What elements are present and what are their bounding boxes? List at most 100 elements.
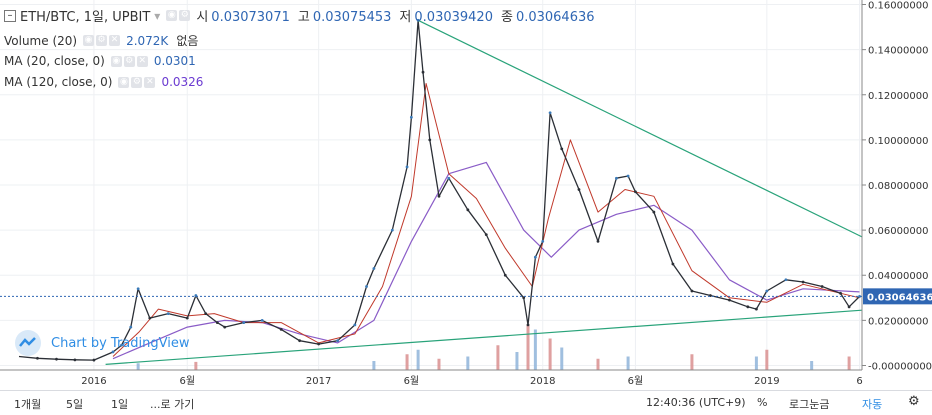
ma20-controls[interactable]: ◉ ⚙ ✕ (110, 55, 148, 67)
y-tick-label: 0.14000000 (868, 46, 928, 57)
settings-gear-icon[interactable]: ⚙ (908, 394, 920, 409)
price-point (223, 325, 227, 329)
goto-date-button[interactable]: ...로 가기 (150, 398, 195, 411)
gear-icon[interactable]: ⚙ (179, 10, 191, 21)
range-1d-button[interactable]: 1일 (111, 398, 129, 411)
volume-bar (437, 358, 441, 370)
price-chart[interactable]: 0.16000000 0.14000000 0.12000000 0.10000000… (0, 0, 932, 390)
price-point (428, 138, 432, 142)
y-tick-label: 0.06000000 (868, 226, 928, 237)
ma20-legend-row[interactable]: MA (20, close, 0) ◉ ⚙ ✕ 0.0301 (4, 54, 196, 68)
trendline-lower[interactable] (105, 309, 863, 365)
price-axis[interactable]: 0.16000000 0.14000000 0.12000000 0.10000000… (0, 0, 932, 372)
price-point (820, 285, 824, 288)
price-point (596, 240, 600, 243)
log-scale-toggle[interactable]: 로그눈금 (789, 398, 830, 411)
x-tick-label: 6 (856, 376, 862, 387)
price-point (242, 321, 246, 325)
volume-bar (626, 356, 630, 370)
price-point (548, 111, 552, 115)
volume-bar (847, 356, 851, 370)
percent-toggle[interactable]: % (757, 396, 768, 409)
price-point (409, 115, 413, 119)
range-5d-button[interactable]: 5일 (66, 398, 84, 411)
eye-icon[interactable]: ◉ (83, 35, 95, 46)
y-tick-label: -0.00000000 (868, 361, 932, 372)
price-point (421, 70, 425, 74)
volume-bar (754, 356, 758, 370)
volume-bar (515, 352, 519, 370)
eye-icon[interactable]: ◉ (110, 55, 122, 67)
close-icon[interactable]: ✕ (136, 55, 148, 67)
gear-icon[interactable]: ⚙ (131, 76, 143, 88)
price-point (129, 325, 133, 329)
ma120-line-group (112, 161, 860, 360)
collapse-icon[interactable]: – (4, 9, 16, 22)
price-point (111, 350, 115, 354)
price-point (690, 289, 694, 293)
ma20-value: 0.0301 (153, 54, 196, 68)
trendlines[interactable] (105, 19, 863, 365)
y-tick-label: 0.10000000 (868, 136, 928, 147)
price-point (652, 210, 656, 214)
volume-bar (596, 358, 600, 370)
x-tick-label: 2019 (754, 376, 779, 387)
grid-lines (0, 0, 862, 370)
x-tick-label: 2017 (306, 376, 331, 387)
volume-bar (560, 347, 564, 370)
price-point (801, 280, 805, 284)
legend-controls[interactable]: ◉ ⚙ (166, 10, 191, 21)
price-point (36, 356, 39, 360)
price-point (365, 285, 368, 288)
ma120-value: 0.0326 (161, 75, 204, 89)
volume-bar (526, 325, 530, 370)
price-point (136, 287, 140, 291)
eye-icon[interactable]: ◉ (166, 10, 178, 21)
price-point (727, 298, 731, 302)
trendline-upper[interactable] (417, 19, 863, 238)
price-point (784, 278, 788, 282)
price-point (120, 343, 123, 347)
y-tick-label: 0.16000000 (868, 1, 928, 12)
price-point (671, 262, 675, 266)
range-1m-button[interactable]: 1개월 (14, 398, 42, 411)
price-point (372, 267, 376, 270)
ma120-line (112, 161, 860, 360)
volume-bar (765, 349, 769, 370)
volume-bar (136, 363, 140, 370)
gear-icon[interactable]: ⚙ (96, 35, 108, 46)
time-axis[interactable]: 2016 6월 2017 6월 2018 6월 2019 6 (0, 369, 863, 387)
gear-icon[interactable]: ⚙ (123, 55, 135, 67)
eye-icon[interactable]: ◉ (118, 76, 130, 88)
volume-bar (690, 354, 694, 370)
ma120-legend-row[interactable]: MA (120, close, 0) ◉ ⚙ ✕ 0.0326 (4, 75, 203, 89)
close-icon[interactable]: ✕ (144, 76, 156, 88)
tradingview-watermark[interactable]: Chart by TradingView (15, 330, 189, 356)
volume-legend-row[interactable]: Volume (20) ◉ ⚙ ✕ 2.072K 없음 (4, 32, 198, 49)
ma120-controls[interactable]: ◉ ⚙ ✕ (118, 76, 156, 88)
price-point (746, 305, 750, 309)
close-icon[interactable]: ✕ (109, 35, 121, 46)
x-tick-label: 2018 (530, 376, 555, 387)
volume-bar (496, 345, 500, 370)
auto-scale-toggle[interactable]: 자동 (862, 398, 883, 411)
last-price-marker[interactable] (863, 288, 932, 305)
price-point (847, 305, 851, 309)
volume-bar (533, 329, 537, 370)
last-price-label: 0.03064636 (867, 292, 932, 303)
price-point (260, 318, 264, 322)
price-point (615, 176, 618, 180)
price-point (858, 295, 861, 298)
price-point (215, 321, 219, 325)
volume-controls[interactable]: ◉ ⚙ ✕ (83, 35, 121, 46)
price-point (390, 228, 394, 232)
clock-display[interactable]: 12:40:36 (UTC+9) (646, 396, 746, 409)
price-point (754, 307, 758, 311)
dropdown-icon[interactable]: ▾ (154, 8, 161, 23)
price-point (765, 289, 769, 293)
volume-bar (372, 361, 376, 370)
volume-extra: 없음 (176, 34, 199, 48)
price-point (353, 323, 357, 327)
ohlc-low: 저 0.03039420 (399, 6, 493, 25)
